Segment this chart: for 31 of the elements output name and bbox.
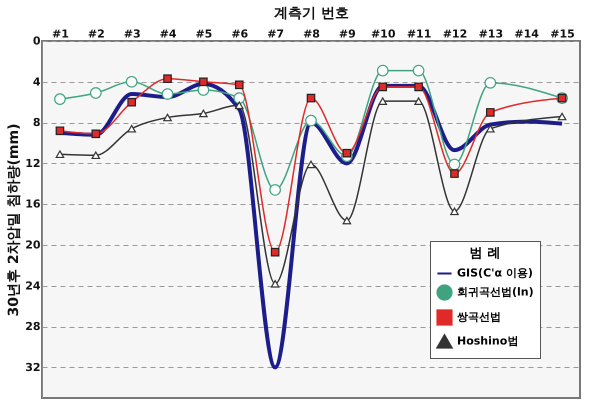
y-axis-title: 30년후 2차압밀 침하량(mm)	[6, 124, 22, 316]
x-tick-label: #9	[338, 28, 356, 40]
legend-label: 쌍곡선법	[457, 310, 501, 324]
x-axis-title: 계측기 번호	[274, 6, 349, 22]
x-tick-label: #12	[442, 28, 468, 40]
y-tick-label: 0	[32, 34, 41, 48]
x-tick-label: #14	[514, 28, 540, 40]
legend-title: 범 례	[470, 246, 500, 261]
y-tick-label: 16	[25, 198, 41, 211]
y-tick-label: 24	[25, 279, 41, 292]
x-tick-label: #4	[160, 28, 177, 40]
y-tick-label: 8	[32, 116, 40, 130]
x-tick-label: #6	[231, 28, 249, 40]
y-tick-label: 32	[25, 360, 40, 374]
x-tick-label: #5	[195, 28, 212, 40]
x-tick-label: #3	[124, 28, 141, 40]
legend-label: Hoshino법	[457, 334, 518, 348]
x-tick-label: #11	[406, 28, 432, 40]
x-tick-label: #15	[550, 28, 575, 40]
x-tick-label: #13	[478, 28, 504, 40]
x-tick-label: #7	[267, 28, 284, 40]
x-tick-label: #8	[303, 28, 320, 40]
x-tick-label: #1	[52, 28, 69, 40]
legend-label: GIS(C'α 이용)	[457, 266, 533, 280]
x-tick-label: #10	[370, 28, 396, 40]
y-tick-label: 28	[25, 320, 40, 334]
y-tick-label: 12	[25, 156, 40, 170]
y-tick-label: 20	[25, 238, 41, 252]
y-tick-label: 4	[32, 75, 41, 88]
x-tick-label: #2	[88, 28, 105, 40]
legend-label: 회귀곡선법(ln)	[457, 286, 534, 298]
